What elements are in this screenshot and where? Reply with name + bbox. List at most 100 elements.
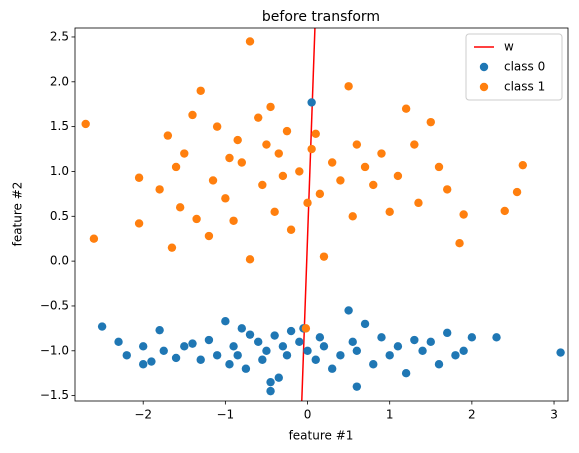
point	[167, 243, 177, 252]
point	[556, 348, 565, 357]
point	[443, 185, 452, 194]
y-tick-label: 0.0	[50, 254, 69, 268]
x-tick-label: 0	[304, 408, 312, 422]
point	[266, 377, 275, 387]
point	[258, 180, 267, 190]
point	[278, 171, 288, 181]
point	[171, 353, 181, 363]
point	[180, 149, 189, 158]
point	[233, 135, 242, 145]
point	[307, 98, 316, 107]
point	[369, 180, 378, 190]
legend-label: w	[504, 40, 514, 54]
point	[233, 351, 242, 360]
point	[134, 173, 144, 182]
point	[336, 176, 345, 185]
point	[159, 346, 168, 355]
point	[180, 342, 189, 351]
point	[155, 185, 164, 194]
point	[221, 194, 230, 203]
point	[303, 198, 312, 208]
point	[282, 351, 292, 360]
y-tick-label: 1.0	[50, 164, 69, 178]
point	[385, 351, 394, 360]
point	[155, 325, 164, 335]
point	[270, 207, 279, 217]
axes-frame	[74, 27, 569, 402]
point	[262, 346, 271, 355]
point	[208, 176, 218, 185]
x-axis-label: feature #1	[289, 429, 354, 443]
point	[360, 162, 370, 172]
point	[319, 252, 329, 261]
x-tick-label: 1	[386, 408, 394, 422]
point	[237, 158, 246, 167]
x-tick-label: 2	[468, 408, 476, 422]
point	[258, 355, 267, 364]
point	[385, 207, 394, 217]
point	[492, 333, 501, 342]
y-tick-label: −0.5	[40, 298, 69, 312]
decision-line	[301, 28, 316, 401]
point	[274, 373, 283, 382]
legend-box	[465, 33, 563, 101]
point	[295, 337, 304, 347]
point	[418, 346, 427, 355]
point	[266, 386, 275, 396]
point	[426, 117, 435, 127]
point	[282, 126, 292, 136]
point	[114, 337, 123, 347]
point	[352, 346, 362, 355]
point	[225, 360, 234, 369]
point	[89, 234, 99, 243]
point	[229, 216, 238, 225]
point	[262, 140, 271, 149]
point	[237, 324, 246, 333]
point	[171, 162, 181, 172]
point	[401, 104, 411, 113]
point	[286, 225, 296, 234]
point	[352, 382, 362, 391]
point	[348, 337, 357, 347]
point	[344, 306, 353, 315]
point	[319, 342, 329, 351]
point	[196, 355, 205, 364]
point	[414, 198, 423, 208]
y-tick-label: −1.5	[40, 388, 69, 402]
point	[303, 346, 312, 355]
point	[138, 342, 148, 351]
point	[459, 346, 468, 355]
point	[301, 324, 311, 333]
x-tick-label: −2	[134, 408, 152, 422]
point	[360, 319, 370, 329]
point	[327, 364, 337, 373]
point	[204, 335, 214, 345]
point	[377, 333, 386, 342]
point	[393, 171, 403, 181]
point	[254, 113, 263, 122]
point	[225, 153, 234, 163]
point	[212, 351, 222, 360]
point	[188, 339, 197, 348]
y-tick-label: 2.5	[50, 29, 69, 43]
y-tick-label: 0.5	[50, 209, 69, 223]
x-tick-label: 3	[550, 408, 558, 422]
point	[518, 160, 528, 170]
point	[81, 119, 90, 129]
y-tick-label: 2.0	[50, 74, 69, 88]
point	[134, 219, 144, 228]
point	[286, 326, 296, 336]
point	[196, 86, 205, 95]
point	[455, 238, 464, 248]
point	[270, 331, 279, 340]
point	[451, 351, 460, 360]
point	[311, 355, 320, 364]
point	[204, 231, 214, 241]
point	[245, 330, 255, 339]
point	[147, 357, 156, 366]
point	[467, 333, 477, 342]
point	[175, 203, 185, 212]
point	[254, 337, 263, 347]
legend-swatch	[479, 82, 489, 92]
